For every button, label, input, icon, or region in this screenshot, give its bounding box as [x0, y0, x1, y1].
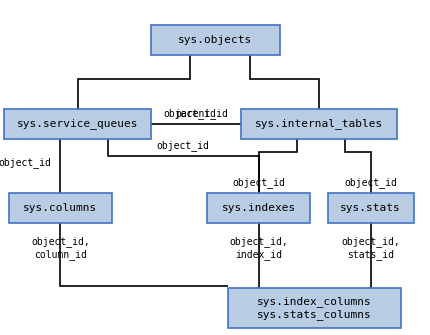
FancyBboxPatch shape [150, 25, 280, 55]
FancyBboxPatch shape [9, 193, 112, 223]
FancyBboxPatch shape [327, 193, 413, 223]
Text: object_id: object_id [232, 177, 284, 188]
FancyBboxPatch shape [241, 109, 396, 139]
Text: sys.internal_tables: sys.internal_tables [254, 119, 382, 129]
FancyBboxPatch shape [206, 193, 310, 223]
Text: object_id: object_id [163, 108, 216, 119]
Text: sys.index_columns
sys.stats_columns: sys.index_columns sys.stats_columns [257, 296, 371, 320]
Text: object_id,
index_id: object_id, index_id [229, 236, 287, 260]
Text: sys.stats: sys.stats [340, 203, 400, 213]
FancyBboxPatch shape [228, 288, 400, 328]
Text: sys.objects: sys.objects [178, 35, 252, 45]
Text: object_id: object_id [157, 140, 209, 151]
Text: object_id: object_id [344, 177, 396, 188]
Text: object_id,
column_id: object_id, column_id [31, 236, 89, 260]
Text: object_id,
stats_id: object_id, stats_id [341, 236, 399, 260]
Text: sys.service_queues: sys.service_queues [17, 119, 138, 129]
Text: sys.columns: sys.columns [23, 203, 97, 213]
Text: parent_id: parent_id [175, 108, 228, 119]
Text: object_id: object_id [0, 157, 52, 168]
FancyBboxPatch shape [4, 109, 150, 139]
Text: sys.indexes: sys.indexes [221, 203, 295, 213]
